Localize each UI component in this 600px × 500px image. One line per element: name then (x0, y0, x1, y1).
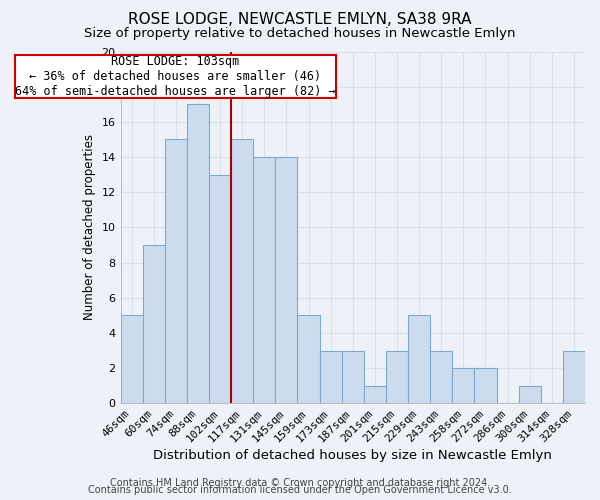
X-axis label: Distribution of detached houses by size in Newcastle Emlyn: Distribution of detached houses by size … (154, 450, 552, 462)
Bar (165, 140, 187, 404)
Text: ROSE LODGE, NEWCASTLE EMLYN, SA38 9RA: ROSE LODGE, NEWCASTLE EMLYN, SA38 9RA (128, 12, 472, 28)
Bar (231, 140, 253, 404)
Bar (430, 350, 452, 404)
Bar (364, 386, 386, 404)
Bar (209, 174, 231, 404)
Text: Contains public sector information licensed under the Open Government Licence v3: Contains public sector information licen… (88, 485, 512, 495)
Bar (475, 368, 497, 404)
Bar (320, 350, 341, 404)
Bar (187, 104, 209, 404)
Text: ROSE LODGE: 103sqm
← 36% of detached houses are smaller (46)
64% of semi-detache: ROSE LODGE: 103sqm ← 36% of detached hou… (15, 54, 335, 98)
Bar (408, 316, 430, 404)
Bar (121, 316, 143, 404)
Text: Contains HM Land Registry data © Crown copyright and database right 2024.: Contains HM Land Registry data © Crown c… (110, 478, 490, 488)
Text: Size of property relative to detached houses in Newcastle Emlyn: Size of property relative to detached ho… (84, 28, 516, 40)
Bar (452, 368, 475, 404)
Bar (298, 316, 320, 404)
Bar (386, 350, 408, 404)
Bar (518, 386, 541, 404)
Bar (563, 350, 585, 404)
Bar (341, 350, 364, 404)
Y-axis label: Number of detached properties: Number of detached properties (83, 134, 96, 320)
Bar (143, 245, 165, 404)
Bar (275, 157, 298, 404)
Bar (253, 157, 275, 404)
